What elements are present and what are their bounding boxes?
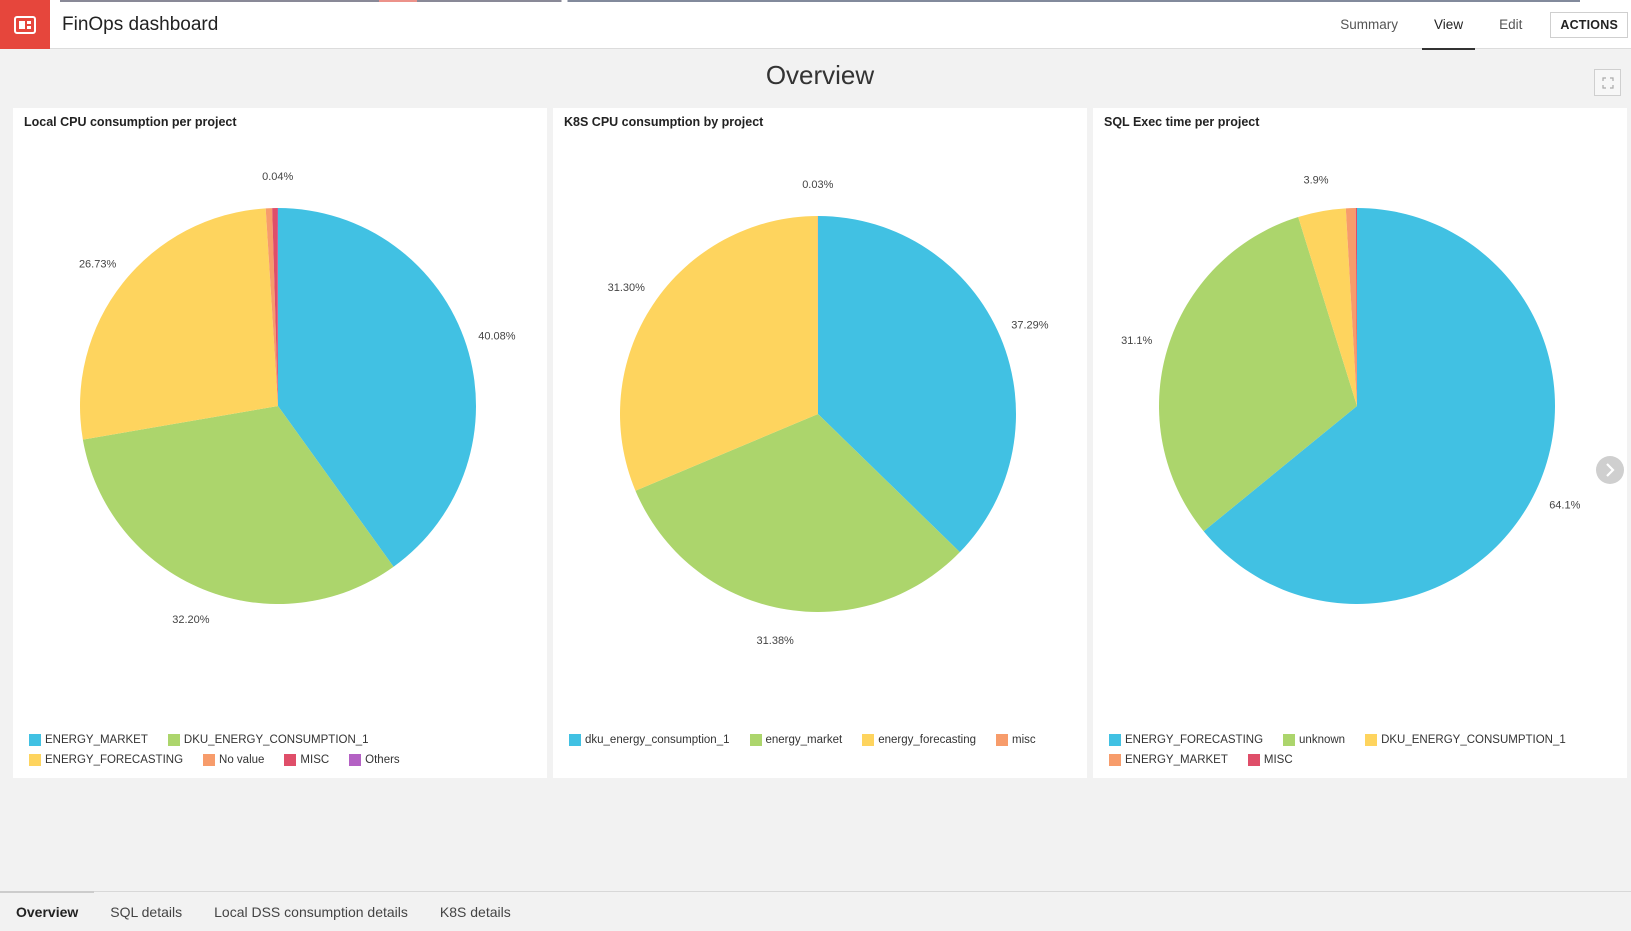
legend-item-misc[interactable]: MISC xyxy=(1247,753,1293,766)
legend-item-dku-energy-consumption-1[interactable]: dku_energy_consumption_1 xyxy=(569,733,730,746)
bottom-tab-bar: Overview SQL details Local DSS consumpti… xyxy=(0,891,1631,931)
nav-view[interactable]: View xyxy=(1416,0,1481,50)
legend-item-no-value[interactable]: No value xyxy=(203,753,264,766)
legend-label: ENERGY_MARKET xyxy=(1125,753,1228,766)
pie-slice-energy-forecasting[interactable] xyxy=(1203,208,1556,604)
legend-label: MISC xyxy=(1263,753,1293,766)
pie-slice-others[interactable] xyxy=(277,207,279,406)
pie-slice-energy-market[interactable] xyxy=(278,208,476,567)
tab-local-dss-consumption-details[interactable]: Local DSS consumption details xyxy=(214,904,408,920)
legend-swatch xyxy=(569,733,581,746)
legend-swatch xyxy=(284,753,297,766)
chart-tile-local-cpu: Local CPU consumption per project 40.08%… xyxy=(13,108,547,778)
legend-label: No value xyxy=(219,753,265,766)
chevron-right-icon[interactable] xyxy=(1596,456,1624,484)
pie-data-label: 0.03% xyxy=(802,179,833,191)
legend-label: unknown xyxy=(1299,733,1346,746)
pie-slice-misc[interactable] xyxy=(272,208,278,406)
pie-slice-energy-market[interactable] xyxy=(635,414,960,612)
pie-chart[interactable]: 37.29% 31.38% 31.30% 0.03% xyxy=(553,108,1087,718)
legend-swatch xyxy=(1365,733,1378,746)
actions-button[interactable]: ACTIONS xyxy=(1550,11,1628,38)
legend-swatch xyxy=(167,733,180,746)
legend-swatch xyxy=(349,753,362,766)
legend-swatch xyxy=(29,753,41,766)
legend-item-others[interactable]: Others xyxy=(349,753,400,766)
pie-slice-energy-forecasting[interactable] xyxy=(620,216,818,491)
top-nav: Summary View Edit ACTIONS xyxy=(1322,0,1631,50)
pie-data-label: 31.1% xyxy=(1121,335,1152,347)
tab-sql-details[interactable]: SQL details xyxy=(110,904,183,920)
legend-swatch xyxy=(203,753,216,766)
legend-item-energy-forecasting[interactable]: ENERGY_FORECASTING xyxy=(29,753,183,766)
legend-item-energy-market[interactable]: energy_market xyxy=(749,733,843,746)
legend-swatch xyxy=(1109,733,1121,746)
legend-label: energy_market xyxy=(765,733,843,746)
legend-swatch xyxy=(996,733,1009,746)
pie-data-label: 32.20% xyxy=(172,614,210,626)
legend-swatch xyxy=(29,733,41,746)
legend-label: energy_forecasting xyxy=(878,733,977,746)
legend-item-misc[interactable]: MISC xyxy=(284,753,329,766)
pie-data-label: 37.29% xyxy=(1011,320,1049,332)
legend-label: misc xyxy=(1012,733,1036,746)
dashboard-icon[interactable] xyxy=(0,0,50,49)
tile-title: SQL Exec time per project xyxy=(1104,115,1260,129)
legend-swatch xyxy=(862,733,875,746)
pie-data-label: 26.73% xyxy=(79,258,117,270)
top-accent-strip xyxy=(60,0,1580,2)
legend-item-energy-market[interactable]: ENERGY_MARKET xyxy=(1109,753,1228,766)
expand-icon[interactable] xyxy=(1594,69,1621,96)
legend-label: ENERGY_FORECASTING xyxy=(1125,733,1264,746)
legend-label: Others xyxy=(365,753,400,766)
legend-item-energy-forecasting[interactable]: ENERGY_FORECASTING xyxy=(1109,733,1263,746)
top-bar: FinOps dashboard Summary View Edit ACTIO… xyxy=(0,0,1631,50)
legend-label: MISC xyxy=(300,753,330,766)
legend-label: DKU_ENERGY_CONSUMPTION_1 xyxy=(183,733,369,746)
legend-swatch xyxy=(1247,753,1260,766)
pie-slice-no-value[interactable] xyxy=(265,208,278,406)
pie-chart[interactable]: 64.1% 31.1% 3.9% xyxy=(1093,108,1627,718)
legend-item-dku-energy-consumption-1[interactable]: DKU_ENERGY_CONSUMPTION_1 xyxy=(1365,733,1566,746)
chart-tile-sql-exec: SQL Exec time per project 64.1% 31.1% 3.9%… xyxy=(1093,108,1627,778)
pie-data-label: 31.30% xyxy=(608,282,646,294)
pie-slice-dku-energy-consumption-1[interactable] xyxy=(1298,208,1357,406)
pie-slice-energy-forecasting[interactable] xyxy=(79,208,278,440)
pie-data-label: 3.9% xyxy=(1303,175,1328,187)
legend-swatch xyxy=(1109,753,1121,766)
chart-legend: ENERGY_MARKET DKU_ENERGY_CONSUMPTION_1 ENE… xyxy=(29,733,537,766)
legend-item-energy-market[interactable]: ENERGY_MARKET xyxy=(29,733,148,746)
tile-title: K8S CPU consumption by project xyxy=(564,115,764,129)
pie-data-label: 40.08% xyxy=(478,331,516,343)
pie-slice-dku-energy-consumption-1[interactable] xyxy=(82,406,394,605)
nav-edit[interactable]: Edit xyxy=(1499,17,1523,32)
pie-data-label: 0.04% xyxy=(262,171,293,183)
legend-swatch xyxy=(749,733,762,746)
chart-tile-k8s-cpu: K8S CPU consumption by project 37.29% 31.… xyxy=(553,108,1087,778)
tab-k8s-details[interactable]: K8S details xyxy=(439,904,511,920)
pie-slice-energy-market[interactable] xyxy=(1345,208,1357,406)
legend-label: dku_energy_consumption_1 xyxy=(585,733,730,746)
tile-title: Local CPU consumption per project xyxy=(24,115,237,129)
nav-summary[interactable]: Summary xyxy=(1340,17,1399,32)
chart-legend: dku_energy_consumption_1 energy_market ene… xyxy=(569,733,1077,746)
legend-label: DKU_ENERGY_CONSUMPTION_1 xyxy=(1381,733,1566,746)
legend-item-misc[interactable]: misc xyxy=(996,733,1036,746)
pie-slice-dku-energy-consumption-1[interactable] xyxy=(818,216,1016,553)
tab-overview[interactable]: Overview xyxy=(0,891,95,931)
legend-swatch xyxy=(1283,733,1296,746)
pie-slice-unknown[interactable] xyxy=(1159,216,1357,532)
legend-label: ENERGY_FORECASTING xyxy=(45,753,184,766)
pie-chart[interactable]: 40.08% 32.20% 26.73% 0.04% xyxy=(13,108,547,718)
legend-item-energy-forecasting[interactable]: energy_forecasting xyxy=(862,733,976,746)
chart-legend: ENERGY_FORECASTING unknown DKU_ENERGY_CONS… xyxy=(1109,733,1617,766)
pie-data-label: 31.38% xyxy=(757,635,795,647)
pie-data-label: 64.1% xyxy=(1549,500,1580,512)
page-title: Overview xyxy=(765,60,875,90)
app-title: FinOps dashboard xyxy=(62,14,219,35)
legend-label: ENERGY_MARKET xyxy=(45,733,148,746)
legend-item-unknown[interactable]: unknown xyxy=(1283,733,1345,746)
legend-item-dku-energy-consumption-1[interactable]: DKU_ENERGY_CONSUMPTION_1 xyxy=(167,733,369,746)
